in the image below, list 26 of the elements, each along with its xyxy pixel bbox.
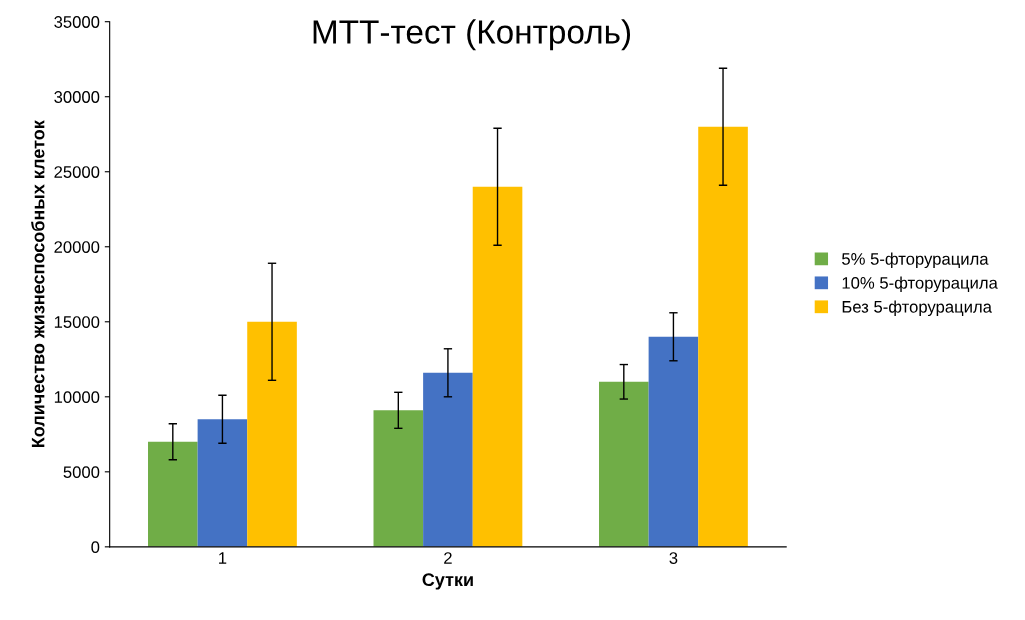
bar <box>197 419 248 547</box>
chart-title: МТТ-тест (Контроль) <box>313 19 631 51</box>
bar <box>423 372 473 547</box>
legend-label: Без 5-фторурацила <box>842 300 992 317</box>
y-tick-label: 5000 <box>63 466 100 479</box>
y-tick-label: 15000 <box>54 316 100 328</box>
y-tick-label: 35000 <box>54 16 100 28</box>
bar <box>648 336 699 547</box>
legend-label: 10% 5-фторурацила <box>842 276 998 293</box>
y-tick-label: 10000 <box>54 391 100 403</box>
y-tick-label: 30000 <box>54 91 100 103</box>
y-tick-label: 20000 <box>54 241 100 253</box>
bar <box>148 441 198 547</box>
y-tick-label: 25000 <box>54 166 100 178</box>
bar <box>373 410 424 547</box>
legend-label: 5% 5-фторурацила <box>842 252 989 269</box>
x-axis-title: Сутки <box>422 573 473 590</box>
y-tick-label: 0 <box>91 541 100 554</box>
bar <box>599 381 649 547</box>
x-tick-label: 1 <box>219 552 227 564</box>
bar <box>247 321 297 547</box>
bar <box>472 186 523 547</box>
x-tick-label: 2 <box>444 552 452 564</box>
y-axis-title: Количество жизнеспособных клеток <box>31 120 45 448</box>
bar <box>698 126 748 547</box>
x-tick-label: 3 <box>669 552 678 564</box>
